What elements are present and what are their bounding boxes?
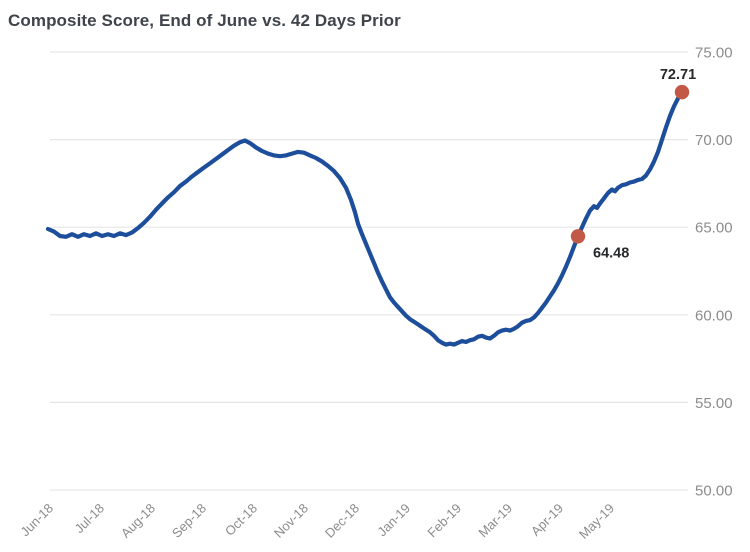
y-axis-tick-label: 75.00 (695, 45, 733, 62)
chart-title: Composite Score, End of June vs. 42 Days… (8, 11, 401, 30)
y-axis-tick-label: 60.00 (695, 307, 733, 324)
y-axis-tick-label: 65.00 (695, 220, 733, 237)
y-axis-tick-label: 70.00 (695, 132, 733, 149)
marker-value-label: 64.48 (593, 245, 629, 261)
marker-dot (674, 84, 690, 100)
x-axis-tick-label: Mar-19 (475, 501, 515, 541)
x-axis-tick-label: Sep-18 (169, 501, 209, 541)
x-axis-tick-label: Nov-18 (271, 501, 311, 541)
x-axis-tick-label: Jun-18 (17, 501, 56, 540)
y-axis-tick-label: 50.00 (695, 483, 733, 500)
x-axis-tick-label: Aug-18 (118, 501, 158, 541)
y-axis-tick-label: 55.00 (695, 395, 733, 412)
x-axis-tick-label: Jan-19 (374, 501, 413, 540)
marker-value-label: 72.71 (660, 67, 696, 83)
x-axis-tick-label: Apr-19 (528, 501, 566, 539)
x-axis-tick-label: Oct-18 (222, 501, 260, 539)
marker-dot (570, 229, 586, 244)
x-axis-tick-label: May-19 (576, 501, 617, 542)
x-axis-tick-label: Dec-18 (322, 501, 362, 541)
x-axis-tick-label: Jul-18 (71, 501, 107, 537)
series-line (45, 90, 685, 347)
x-axis-tick-label: Feb-19 (424, 501, 464, 541)
